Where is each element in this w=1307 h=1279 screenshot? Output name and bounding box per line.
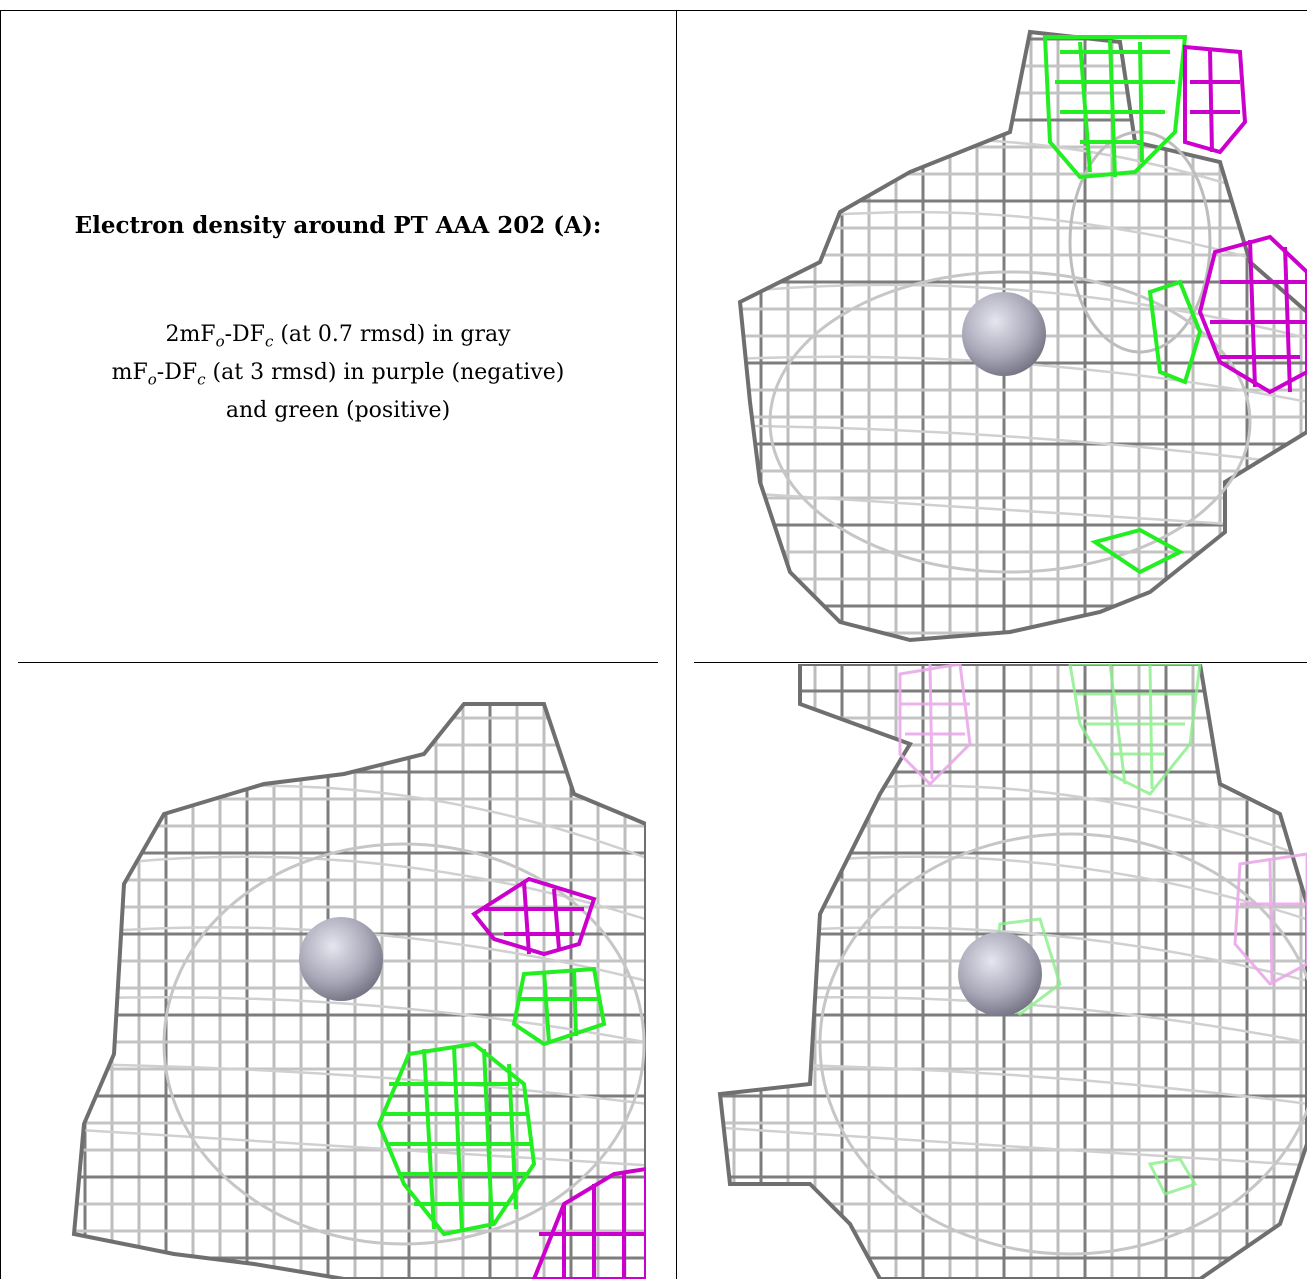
legend-fofc: mFo-DFc (at 3 rmsd) in purple (negative) — [111, 360, 565, 389]
table-row-divider-right — [694, 662, 1307, 663]
table-border-top — [0, 10, 1307, 11]
density-view-bottom-right — [680, 664, 1307, 1279]
density-mesh-image — [737, 29, 1307, 643]
density-view-top-right — [680, 12, 1307, 648]
caption-cell: Electron density around PT AAA 202 (A): … — [0, 0, 676, 660]
table-row-divider-left — [18, 662, 658, 663]
figure-title: Electron density around PT AAA 202 (A): — [74, 212, 602, 239]
legend-2fofc: 2mFo-DFc (at 0.7 rmsd) in gray — [165, 322, 511, 351]
density-view-bottom-left — [4, 664, 646, 1279]
table-border-left — [0, 10, 1, 1279]
legend-fofc-continued: and green (positive) — [225, 398, 451, 423]
table-border-middle — [676, 10, 677, 1279]
density-mesh-image — [71, 702, 646, 1279]
density-mesh-image — [717, 664, 1307, 1279]
